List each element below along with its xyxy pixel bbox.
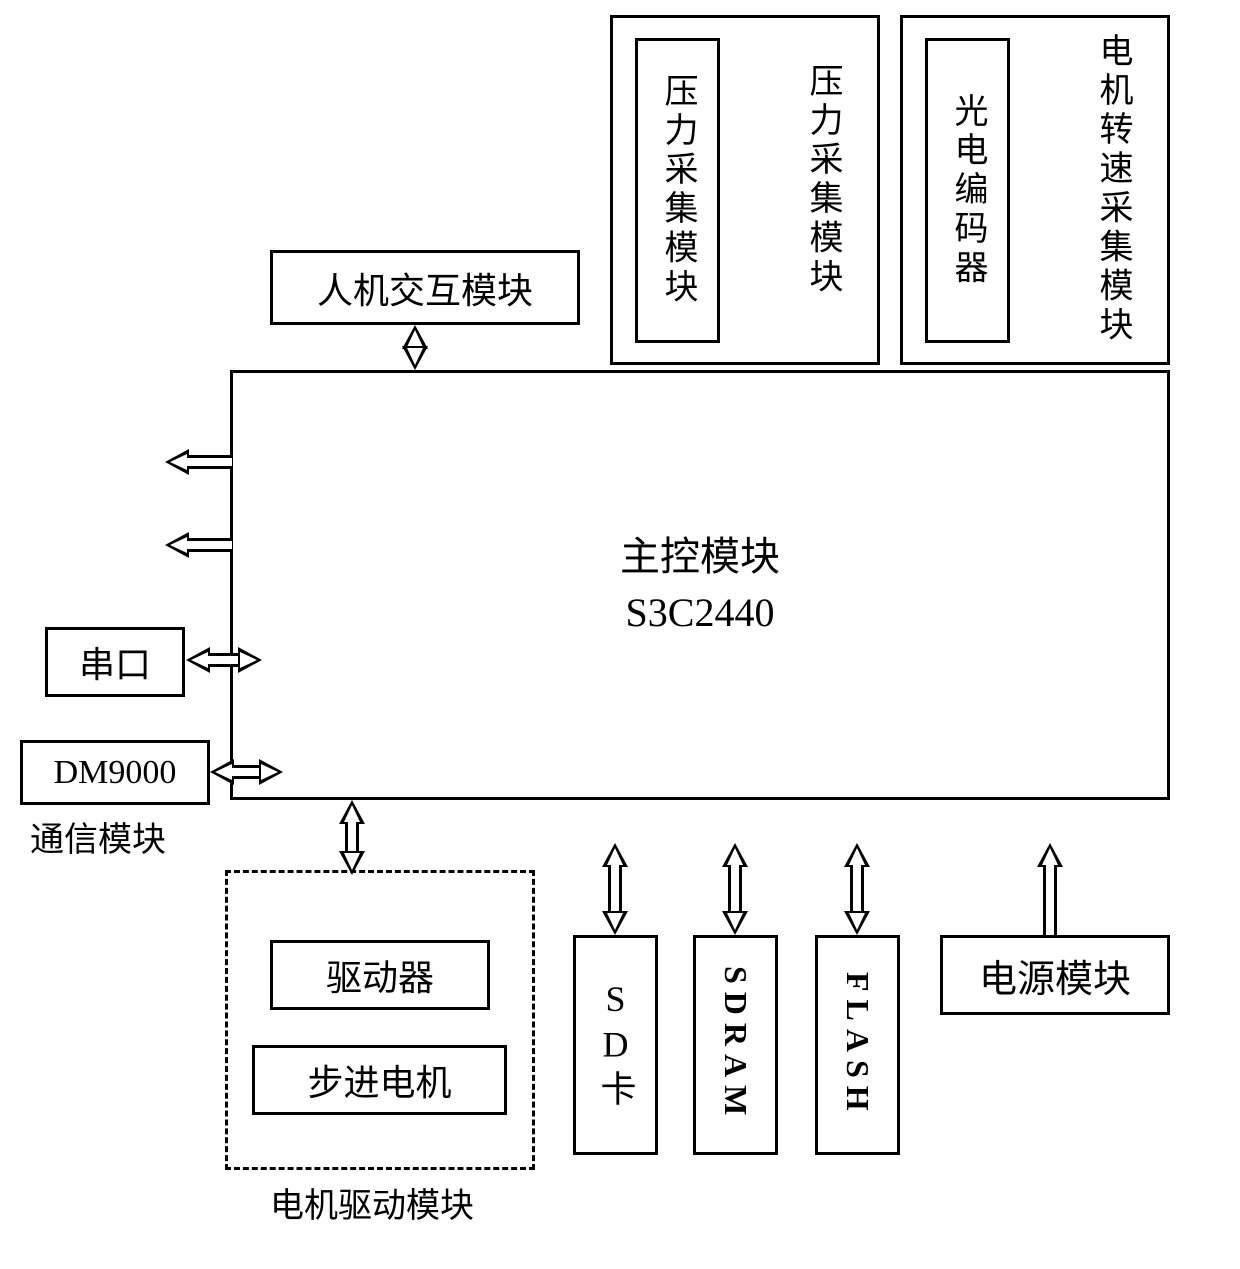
motor-drive-group-label: 电机驱动模块 <box>270 1178 474 1227</box>
main-label-2: S3C2440 <box>620 585 780 641</box>
speed-group-label: 电机转速采集模块 <box>1088 33 1137 346</box>
serial-label: 串口 <box>79 636 151 688</box>
serial-block: 串口 <box>45 627 185 697</box>
sdram-label: SDRAM <box>717 966 754 1123</box>
comm-module-label: 通信模块 <box>30 812 166 861</box>
dm9000-block: DM9000 <box>20 740 210 805</box>
sd-label: SD卡 <box>590 979 642 1111</box>
power-block: 电源模块 <box>940 935 1170 1015</box>
driver-block: 驱动器 <box>270 940 490 1010</box>
pressure-group-label: 压力采集模块 <box>798 63 847 298</box>
pressure-inner-block: 压力采集模块 <box>635 38 720 343</box>
main-label-1: 主控模块 <box>620 529 780 585</box>
diagram-canvas: 主控模块 S3C2440 人机交互模块 压力采集模块 压力采集模块 电机转速采集… <box>0 0 1240 1269</box>
encoder-inner-block: 光电编码器 <box>925 38 1010 343</box>
encoder-inner-label: 光电编码器 <box>943 93 992 289</box>
driver-label: 驱动器 <box>326 949 434 1001</box>
dm9000-label: DM9000 <box>54 754 177 792</box>
pressure-inner-label: 压力采集模块 <box>653 73 702 308</box>
sdram-block: SDRAM <box>693 935 778 1155</box>
hmi-label: 人机交互模块 <box>317 262 533 314</box>
main-controller-block: 主控模块 S3C2440 <box>230 370 1170 800</box>
stepper-label: 步进电机 <box>307 1054 451 1106</box>
hmi-block: 人机交互模块 <box>270 250 580 325</box>
power-label: 电源模块 <box>979 948 1131 1003</box>
flash-label: FLASH <box>839 972 876 1119</box>
stepper-block: 步进电机 <box>252 1045 507 1115</box>
flash-block: FLASH <box>815 935 900 1155</box>
motor-drive-group <box>225 870 535 1170</box>
sd-block: SD卡 <box>573 935 658 1155</box>
